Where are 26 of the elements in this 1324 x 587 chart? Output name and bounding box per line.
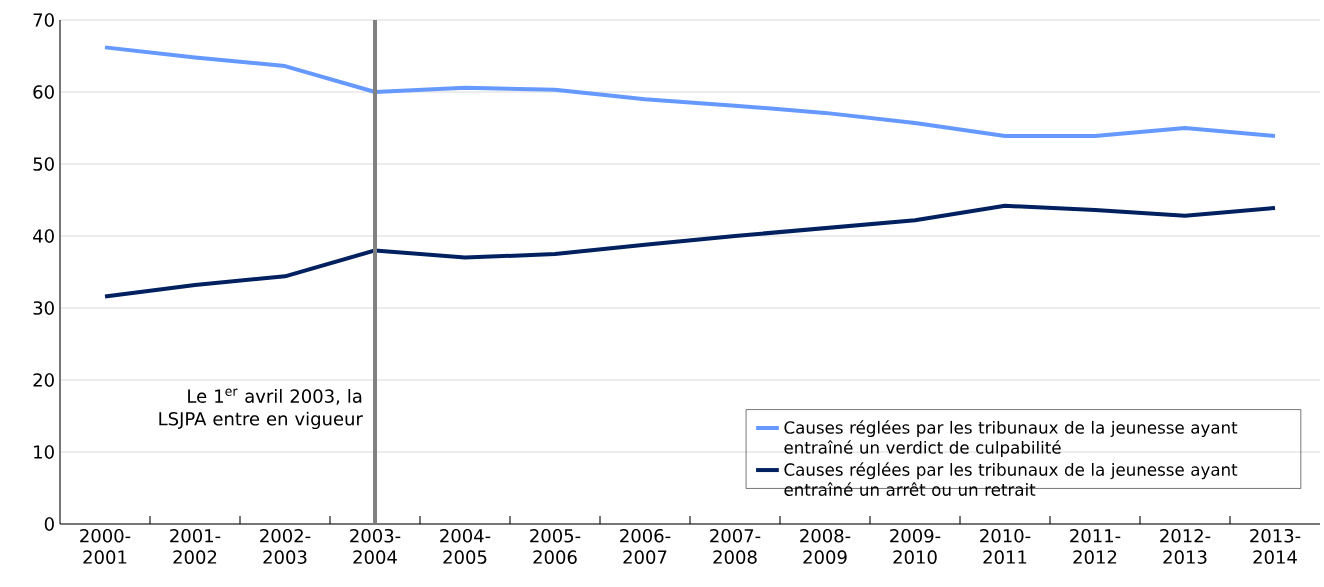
x-tick-label: 2011-2012 — [1070, 528, 1121, 564]
legend-label: Causes réglées par les tribunaux de la jeunesse ayant entraîné un verdict de culpabilité — [784, 420, 1238, 458]
x-tick-label: 2003-2004 — [350, 528, 401, 564]
x-tick-label: 2007-2008 — [710, 528, 761, 564]
y-tick-label: 20 — [33, 373, 54, 387]
y-tick-label: 40 — [33, 229, 54, 243]
x-tick-label: 2010-2011 — [980, 528, 1031, 564]
x-tick-label: 2006-2007 — [620, 528, 671, 564]
x-tick-label: 2008-2009 — [800, 528, 851, 564]
ref-line-label: Le 1$^{er}$ avril 2003, la LSJPA entre en vigueur — [159, 388, 363, 430]
x-tick-label: 2013-2014 — [1250, 528, 1301, 564]
x-tick-label: 2009-2010 — [890, 528, 941, 564]
x-tick-label: 2004-2005 — [440, 528, 491, 564]
y-tick-label: 60 — [33, 85, 54, 99]
y-tick-label: 30 — [33, 301, 54, 315]
x-tick-label: 2001-2002 — [170, 528, 221, 564]
y-tick-label: 0 — [44, 517, 54, 531]
line-series — [103, 45, 1278, 138]
y-tick-label: 10 — [34, 445, 54, 459]
y-tick-label: 70 — [33, 13, 54, 27]
x-tick-label: 2000-2001 — [80, 528, 131, 564]
x-tick-label: 2005-2006 — [530, 528, 581, 564]
legend-label: Causes réglées par les tribunaux de la jeunesse ayant entraîné un arrêt ou un retrait — [784, 462, 1238, 496]
y-tick-label: 50 — [33, 157, 54, 171]
x-tick-label: 2002-2003 — [260, 528, 311, 564]
x-tick-label: 2012-2013 — [1160, 528, 1211, 564]
